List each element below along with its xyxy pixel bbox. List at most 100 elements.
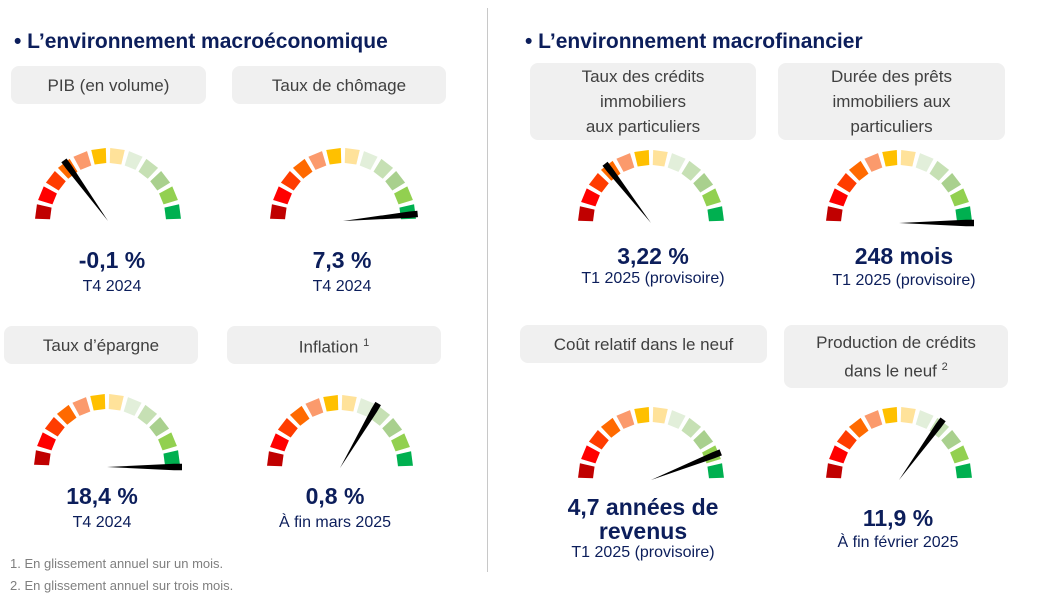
gauge-segment bbox=[305, 398, 324, 417]
gauge-segment bbox=[150, 170, 171, 191]
gauge-segment bbox=[826, 206, 843, 222]
gauge-segment bbox=[323, 395, 339, 412]
gauge-segment bbox=[90, 394, 106, 411]
indicator-label-line: Production de crédits bbox=[816, 332, 976, 352]
indicator-period: T4 2024 bbox=[312, 278, 372, 295]
gauge-segment bbox=[37, 432, 56, 451]
indicator-value-line: revenus bbox=[598, 518, 688, 544]
gauge-segment bbox=[600, 417, 621, 438]
indicator-label: Taux de chômage bbox=[232, 66, 446, 104]
gauge-segment bbox=[955, 463, 972, 479]
gauge-segment bbox=[955, 206, 972, 222]
gauge-segment bbox=[616, 153, 635, 172]
gauge-segment bbox=[707, 206, 724, 222]
gauge-segment bbox=[72, 397, 91, 416]
gauge-segment bbox=[652, 407, 668, 424]
indicator-label-text: PIB (en volume) bbox=[47, 75, 170, 95]
gauge-segment bbox=[292, 158, 313, 179]
indicator-label: Taux des crédits immobiliers aux particu… bbox=[530, 63, 756, 140]
indicator-label-line: Durée des prêts bbox=[831, 67, 952, 86]
gauge-segment bbox=[864, 410, 883, 429]
gauge-segment bbox=[34, 450, 51, 466]
indicator-value-line: 4,7 années de bbox=[567, 494, 719, 520]
gauge-segment bbox=[826, 463, 843, 479]
gauge-segment bbox=[578, 206, 595, 222]
gauge-segment bbox=[277, 417, 298, 438]
gauge-segment bbox=[45, 170, 66, 191]
gauge-segment bbox=[123, 397, 142, 416]
indicator-period: T1 2025 (provisoire) bbox=[832, 272, 976, 289]
footnote-ref: 2 bbox=[941, 360, 948, 373]
gauge-needle bbox=[340, 401, 381, 468]
indicator-label-text: Taux de chômage bbox=[271, 75, 407, 95]
gauge-segment bbox=[267, 451, 284, 467]
indicator-value: 248 mois bbox=[854, 243, 954, 269]
indicator-label-line: particuliers bbox=[850, 117, 933, 136]
indicator-label-title: Inflation bbox=[298, 337, 359, 357]
indicator-label-text: Inflation 1 bbox=[299, 331, 369, 360]
indicator-value: 0,8 % bbox=[305, 483, 365, 509]
gauge-credit-production bbox=[826, 407, 972, 480]
gauge-segment bbox=[581, 188, 600, 207]
gauge-segment bbox=[693, 429, 714, 450]
gauge-needle bbox=[602, 161, 651, 223]
gauge-segment bbox=[652, 150, 668, 167]
gauge-needle bbox=[343, 210, 418, 221]
gauge-segment bbox=[836, 429, 857, 450]
gauge-segment bbox=[163, 450, 180, 466]
gauge-segment bbox=[341, 395, 357, 412]
indicator-label-text: Coût relatif dans le neuf bbox=[553, 334, 734, 354]
gauge-segment bbox=[667, 153, 686, 172]
gauge-segment bbox=[35, 204, 52, 220]
section-title-macrofinancial: • L’environnement macrofinancier bbox=[525, 30, 863, 53]
gauge-segment bbox=[829, 188, 848, 207]
gauge-segment bbox=[356, 398, 375, 417]
gauge-segment bbox=[702, 188, 721, 207]
indicator-period: T1 2025 (provisoire) bbox=[581, 270, 725, 287]
gauge-segment bbox=[138, 158, 159, 179]
gauge-segment bbox=[270, 204, 287, 220]
gauge-unemployment bbox=[270, 148, 418, 221]
gauge-segment bbox=[882, 407, 898, 424]
gauge-segment bbox=[848, 417, 869, 438]
gauge-segment bbox=[616, 410, 635, 429]
indicator-value: 4,7 années de revenus bbox=[533, 495, 753, 543]
section-divider bbox=[487, 8, 488, 572]
gauge-savings-rate bbox=[34, 394, 182, 471]
gauge-loan-duration bbox=[826, 150, 974, 227]
footnote-1: 1. En glissement annuel sur un mois. bbox=[10, 556, 224, 571]
indicator-label-line: Taux des crédits bbox=[581, 67, 705, 86]
gauge-inflation bbox=[267, 395, 413, 468]
gauge-segment bbox=[707, 463, 724, 479]
gauge-segment bbox=[326, 148, 342, 165]
indicator-label-line-text: dans le neuf bbox=[844, 361, 937, 381]
gauge-needle bbox=[651, 449, 722, 480]
indicator-period: À fin mars 2025 bbox=[278, 514, 392, 531]
indicator-period: À fin février 2025 bbox=[837, 534, 959, 551]
indicator-label: Durée des prêts immobiliers aux particul… bbox=[778, 63, 1005, 140]
gauge-segment bbox=[848, 160, 869, 181]
gauge-segment bbox=[915, 153, 934, 172]
gauge-relative-cost bbox=[578, 407, 724, 480]
gauge-segment bbox=[941, 429, 962, 450]
indicator-value: 11,9 % bbox=[862, 505, 934, 531]
gauge-segment bbox=[289, 405, 310, 426]
gauge-needle bbox=[107, 463, 182, 471]
gauge-segment bbox=[273, 186, 292, 205]
gauge-segment bbox=[693, 172, 714, 193]
gauge-segment bbox=[864, 153, 883, 172]
gauge-segment bbox=[950, 445, 969, 464]
gauge-segment bbox=[950, 188, 969, 207]
gauge-segment bbox=[588, 172, 609, 193]
gauge-segment bbox=[667, 410, 686, 429]
gauge-segment bbox=[159, 186, 178, 205]
gauge-segment bbox=[900, 407, 916, 424]
gauge-segment bbox=[44, 416, 65, 437]
indicator-period: T1 2025 (provisoire) bbox=[571, 544, 715, 561]
gauge-segment bbox=[396, 451, 413, 467]
gauge-segment bbox=[108, 394, 124, 411]
indicator-label-line: immobiliers aux bbox=[832, 92, 951, 111]
gauge-segment bbox=[56, 404, 77, 425]
gauge-segment bbox=[124, 151, 143, 170]
gauge-segment bbox=[270, 433, 289, 452]
